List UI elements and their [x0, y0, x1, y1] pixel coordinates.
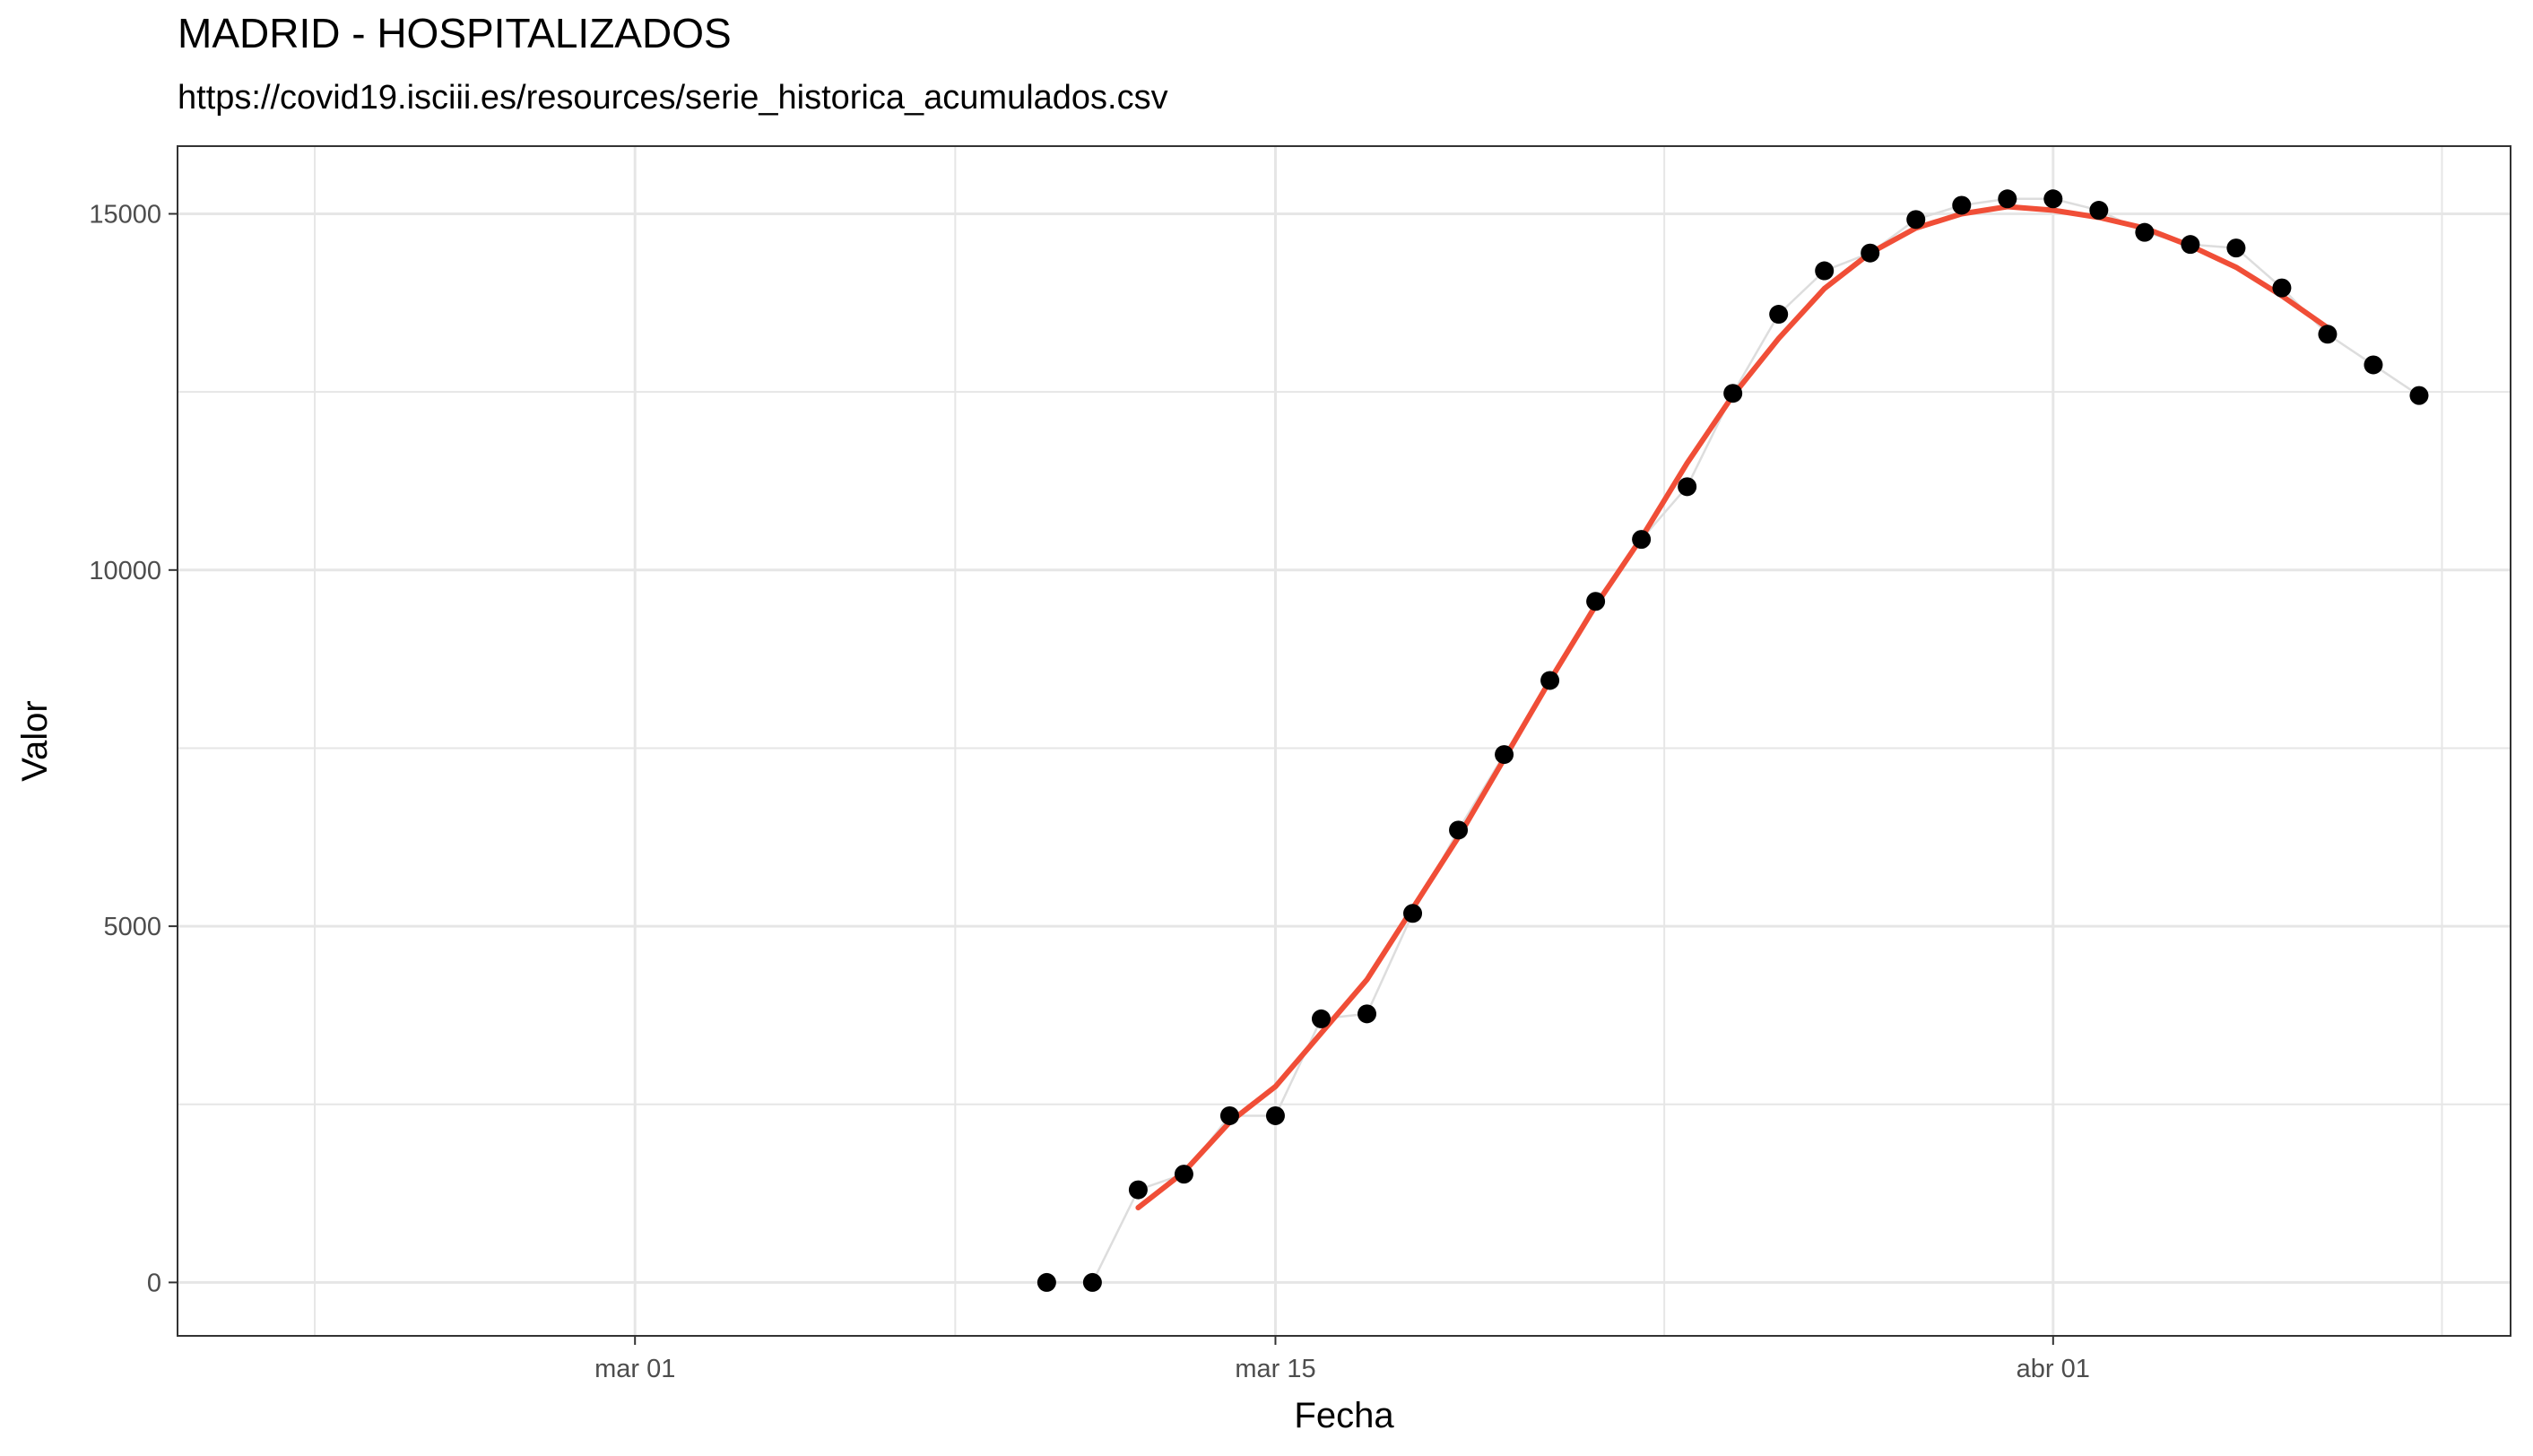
data-point [1174, 1165, 1193, 1184]
data-point [1358, 1004, 1377, 1024]
data-point [1219, 1105, 1239, 1125]
major-gridlines [178, 146, 2511, 1336]
data-point [2364, 355, 2383, 375]
smooth-polyline [1135, 204, 2330, 1210]
data-point [1906, 210, 1926, 230]
data-point [1540, 671, 1560, 690]
data-point [1861, 243, 1880, 263]
data-point [1723, 384, 1743, 403]
data-point [1128, 1180, 1148, 1200]
data-point [1037, 1272, 1056, 1292]
x-axis-title: Fecha [1294, 1396, 1394, 1435]
x-tick-label: mar 01 [594, 1355, 675, 1383]
y-axis-title: Valor [15, 700, 55, 781]
data-point [2226, 238, 2246, 258]
data-point [2043, 189, 2063, 209]
data-point [2318, 325, 2338, 344]
connector-line [1046, 197, 2420, 1284]
data-point [1998, 189, 2017, 209]
data-point [2089, 201, 2109, 221]
x-tick-label: mar 15 [1235, 1355, 1315, 1383]
data-point [1495, 745, 1514, 765]
data-point [1632, 530, 1652, 550]
data-point [1082, 1272, 1102, 1292]
data-point [1403, 904, 1423, 923]
y-tick-label: 15000 [89, 200, 161, 229]
y-tick-label: 10000 [89, 557, 161, 585]
panel-border [177, 145, 2511, 1337]
y-tick-label: 5000 [103, 913, 161, 941]
smooth-trend-line [1135, 204, 2330, 1210]
data-point [2181, 235, 2200, 255]
data-point [1815, 261, 1835, 281]
data-point [1952, 195, 1972, 215]
data-point [1586, 592, 1606, 611]
data-point [2409, 386, 2429, 405]
x-tick-label: abr 01 [2017, 1355, 2090, 1383]
chart-title: MADRID - HOSPITALIZADOS [178, 10, 732, 56]
connector-polyline [1046, 197, 2420, 1284]
y-tick-label: 0 [147, 1269, 161, 1297]
x-axis-ticks: mar 01 mar 15 abr 01 [594, 1336, 2090, 1383]
data-point [2272, 278, 2292, 298]
chart-subtitle: https://covid19.isciii.es/resources/seri… [178, 79, 1168, 117]
y-axis-ticks: 0 5000 10000 15000 [89, 200, 178, 1297]
data-point [2135, 222, 2155, 242]
minor-gridlines [178, 146, 2511, 1336]
data-point [1678, 477, 1697, 497]
data-point [1769, 305, 1789, 325]
data-point [1265, 1105, 1285, 1125]
data-points [1037, 189, 2429, 1292]
data-point [1311, 1009, 1331, 1028]
data-point [1449, 820, 1469, 840]
